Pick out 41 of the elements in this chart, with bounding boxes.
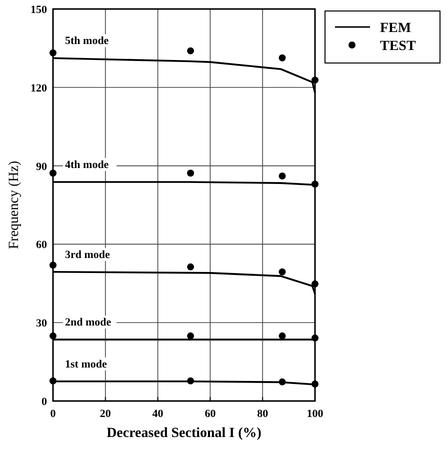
y-tick-label: 0 <box>42 396 48 408</box>
x-tick-label: 20 <box>100 408 112 420</box>
annotation: 2nd mode <box>65 316 112 329</box>
point <box>187 377 194 384</box>
x-axis-title: Decreased Sectional I (%) <box>106 426 262 441</box>
x-tick-label: 60 <box>204 408 216 420</box>
point <box>278 54 286 62</box>
x-tick-label: 0 <box>50 408 56 420</box>
point <box>312 76 318 84</box>
annotation: 3rd mode <box>65 248 110 261</box>
point <box>278 268 286 276</box>
legend-label: TEST <box>380 39 416 54</box>
y-tick-label: 120 <box>30 82 48 94</box>
x-tick-label: 80 <box>257 408 269 420</box>
point <box>278 332 286 340</box>
point <box>312 380 318 388</box>
point <box>50 377 56 384</box>
point <box>278 378 286 386</box>
point <box>50 262 56 269</box>
y-tick-label: 90 <box>36 160 48 173</box>
point <box>187 47 194 54</box>
legend-label: FEM <box>380 21 412 36</box>
y-tick-label: 30 <box>36 318 48 330</box>
point <box>187 170 194 177</box>
annotation: 5th mode <box>65 35 109 48</box>
annotation: 1st mode <box>65 358 107 370</box>
point <box>50 332 56 340</box>
point <box>187 332 194 340</box>
point <box>278 172 286 180</box>
point <box>312 280 318 288</box>
annotation: 4th mode <box>65 159 109 172</box>
point <box>312 180 318 188</box>
y-tick-label: 150 <box>30 4 48 16</box>
point <box>50 49 56 56</box>
x-tick-label: 40 <box>152 408 164 420</box>
x-tick-label: 100 <box>306 408 324 420</box>
y-axis-title: Frequency (Hz) <box>7 160 22 250</box>
point <box>50 170 56 177</box>
y-tick-label: 60 <box>36 239 48 252</box>
point <box>187 263 194 270</box>
point <box>312 334 318 342</box>
